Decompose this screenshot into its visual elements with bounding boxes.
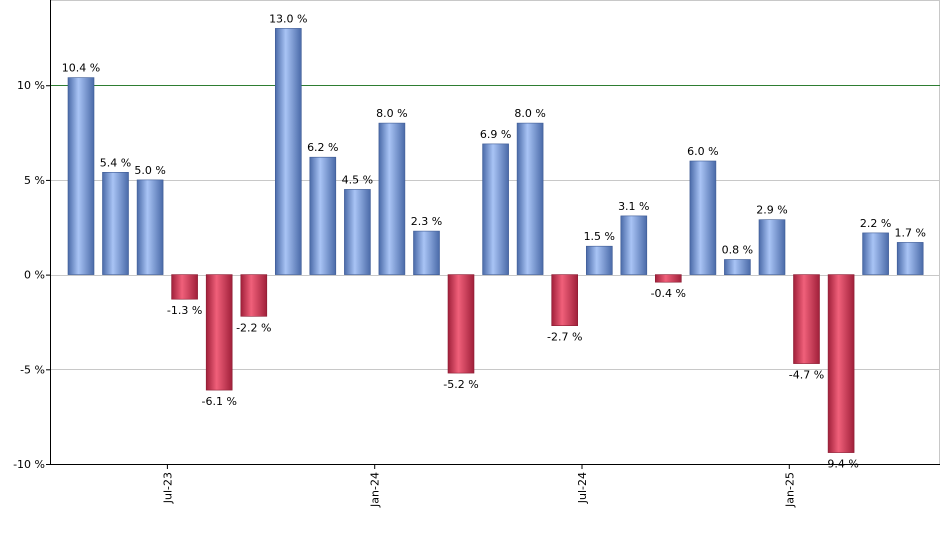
bar-0 xyxy=(67,77,95,275)
value-label-14: -2.7 % xyxy=(547,331,582,344)
y-tick-label-3: 5 % xyxy=(24,174,45,187)
bar-24 xyxy=(896,242,924,275)
bar-16 xyxy=(620,215,648,275)
value-label-9: 8.0 % xyxy=(376,107,407,120)
y-tick-label-4: 10 % xyxy=(17,79,45,92)
x-tick-label-2: Jul-24 xyxy=(576,472,589,504)
y-tick-label-0: -10 % xyxy=(13,458,45,471)
bar-20 xyxy=(758,219,786,275)
bar-23 xyxy=(862,232,889,275)
value-label-18: 6.0 % xyxy=(687,145,718,158)
y-tick-label-1: -5 % xyxy=(20,363,45,376)
value-label-6: 13.0 % xyxy=(269,12,307,25)
x-tick-label-1: Jan-24 xyxy=(369,472,382,508)
bar-22 xyxy=(827,274,855,453)
value-label-13: 8.0 % xyxy=(514,107,545,120)
bar-17 xyxy=(654,274,682,283)
value-label-19: 0.8 % xyxy=(722,244,753,257)
bar-7 xyxy=(309,156,337,275)
bar-14 xyxy=(551,274,579,327)
axes-layer: -10 % -5 % 0 % 5 % 10 % Jul-23 Jan-24 Jul-24 Jan… xyxy=(13,0,940,508)
value-label-2: 5.0 % xyxy=(134,164,165,177)
bar-4 xyxy=(205,274,233,391)
value-label-1: 5.4 % xyxy=(100,156,131,169)
bar-8 xyxy=(344,189,371,275)
value-label-12: 6.9 % xyxy=(480,128,511,141)
bar-1 xyxy=(102,172,129,275)
value-label-7: 6.2 % xyxy=(307,141,338,154)
value-label-4: -6.1 % xyxy=(201,395,236,408)
bar-5 xyxy=(240,274,268,317)
value-label-11: -5.2 % xyxy=(443,378,478,391)
bar-11 xyxy=(447,274,475,374)
bar-13 xyxy=(516,122,544,275)
bar-18 xyxy=(689,160,717,275)
value-labels-layer: 10.4 % 5.4 %5.0 % -1.3 % -6.1 % -2.2 % 13.0 %… xyxy=(62,12,926,470)
value-label-0: 10.4 % xyxy=(62,62,100,75)
bar-12 xyxy=(482,143,509,275)
value-label-15: 1.5 % xyxy=(584,230,615,243)
value-label-17: -0.4 % xyxy=(651,287,686,300)
value-label-10: 2.3 % xyxy=(411,215,442,228)
value-label-5: -2.2 % xyxy=(236,321,271,334)
bar-2 xyxy=(136,179,164,275)
value-label-24: 1.7 % xyxy=(894,226,925,239)
bar-3 xyxy=(171,274,198,300)
bar-21 xyxy=(793,274,820,364)
value-label-20: 2.9 % xyxy=(756,204,787,217)
bar-9 xyxy=(378,122,406,275)
value-label-23: 2.2 % xyxy=(860,217,891,230)
value-label-3: -1.3 % xyxy=(167,304,202,317)
bar-15 xyxy=(585,245,613,275)
bar-6 xyxy=(274,28,302,275)
x-tick-label-3: Jan-25 xyxy=(783,472,796,508)
x-tick-label-0: Jul-23 xyxy=(161,472,174,504)
value-label-21: -4.7 % xyxy=(789,369,824,382)
bar-10 xyxy=(413,230,440,276)
bar-19 xyxy=(724,259,751,275)
y-tick-label-2: 0 % xyxy=(24,269,45,282)
value-label-8: 4.5 % xyxy=(342,173,373,186)
value-label-16: 3.1 % xyxy=(618,200,649,213)
bars-layer xyxy=(67,28,924,453)
